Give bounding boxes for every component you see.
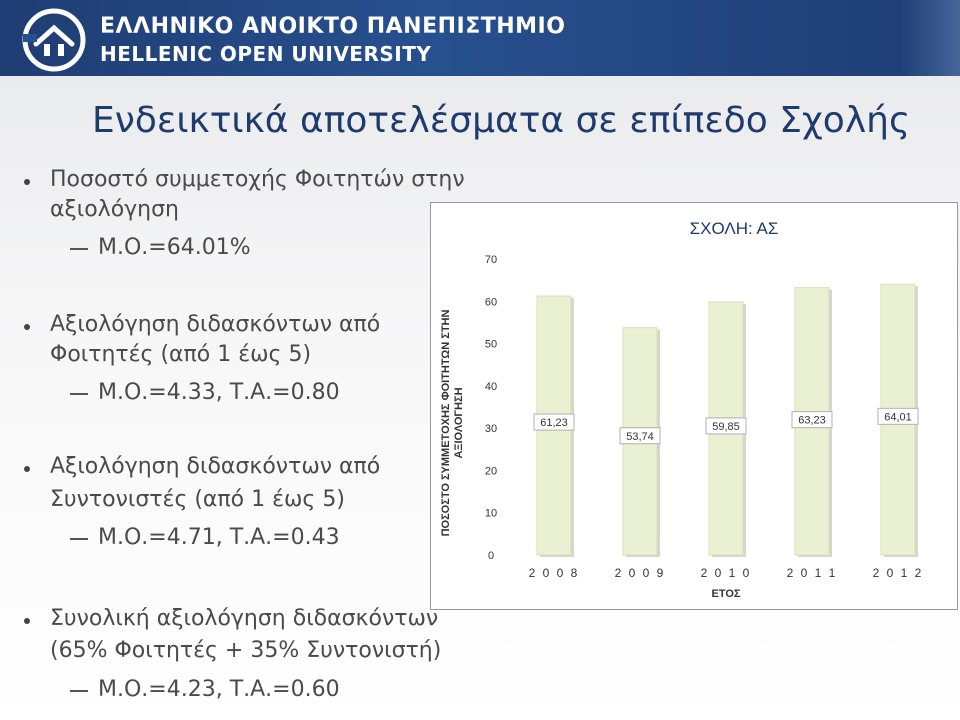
y-tick-label: 50 — [485, 339, 497, 351]
chart-container: ΣΧΟΛΗ: ΑΣ ΠΟΣΟΣΤΟ ΣΥΜΜΕΤΟΧΗΣ ΦΟΙΤΗΤΩΝ ΣΤ… — [430, 202, 958, 610]
sub-bullet-text: Μ.Ο.=4.71, Τ.Α.=0.43 — [98, 525, 340, 550]
sub-bullet-text: Μ.Ο.=64.01% — [98, 235, 251, 260]
chart-title: ΣΧΟΛΗ: ΑΣ — [689, 219, 779, 238]
y-tick-label: 40 — [485, 381, 497, 393]
bullet-text-line: Συντονιστές (από 1 έως 5) — [50, 487, 345, 512]
bullet-text-line: Συνολική αξιολόγηση διδασκόντων — [50, 606, 439, 631]
sub-bullet-dash — [70, 393, 88, 395]
bullet-dot — [24, 324, 30, 330]
bullet-dot — [24, 618, 30, 624]
university-logo-icon — [22, 8, 86, 72]
y-tick-label: 30 — [485, 423, 497, 435]
sub-bullet-dash — [70, 538, 88, 540]
bullet-text-line: Αξιολόγηση διδασκόντων από — [50, 454, 381, 479]
sub-bullet-text: Μ.Ο.=4.33, Τ.Α.=0.80 — [98, 380, 340, 405]
slide-title: Ενδεικτικά αποτελέσματα σε επίπεδο Σχολή… — [92, 100, 911, 141]
sub-bullet-dash — [70, 690, 88, 692]
data-label: 63,23 — [798, 415, 826, 427]
header-decoration — [900, 0, 960, 76]
bullet-text-line: αξιολόγηση — [50, 197, 180, 222]
y-tick-label: 60 — [485, 296, 497, 308]
x-tick-label: 2 0 1 1 — [787, 566, 838, 580]
sub-bullet-text: Μ.Ο.=4.23, Τ.Α.=0.60 — [98, 677, 340, 702]
x-tick-label: 2 0 1 2 — [873, 566, 924, 580]
data-label: 64,01 — [884, 411, 912, 423]
bullet-text-line: (65% Φοιτητές + 35% Συντονιστή) — [50, 638, 442, 663]
data-label-box — [533, 413, 575, 431]
university-name-greek: ΕΛΛΗΝΙΚΟ ΑΝΟΙΚΤΟ ΠΑΝΕΠΙΣΤΗΜΙΟ — [100, 14, 566, 39]
y-tick-label: 20 — [485, 465, 497, 477]
bullet-text-line: Ποσοστό συμμετοχής Φοιτητών στην — [50, 167, 465, 192]
y-tick-label: 10 — [485, 508, 497, 520]
data-label-box — [877, 407, 919, 425]
bullet-text-line: Φοιτητές (από 1 έως 5) — [50, 342, 312, 367]
bar-chart-plot: 0 10 20 30 40 50 60 70 61,23 2 0 0 8 53,74 2 0 0 9 5… — [485, 254, 924, 600]
bullet-dot — [24, 466, 30, 472]
sub-bullet-dash — [70, 248, 88, 250]
x-tick-label: 2 0 0 9 — [615, 566, 666, 580]
data-label: 59,85 — [712, 421, 740, 433]
data-label-box — [705, 417, 747, 435]
bullet-text-line: Αξιολόγηση διδασκόντων από — [50, 312, 381, 337]
x-tick-label: 2 0 0 8 — [529, 566, 580, 580]
university-name-english: HELLENIC OPEN UNIVERSITY — [100, 42, 432, 66]
y-tick-label: 70 — [485, 254, 497, 266]
y-tick-label: 0 — [488, 550, 494, 562]
data-label-box — [619, 427, 661, 445]
data-label: 61,23 — [540, 417, 568, 429]
x-tick-label: 2 0 1 0 — [701, 566, 752, 580]
x-axis-label: ΕΤΟΣ — [711, 588, 740, 600]
header-banner: ΕΛΛΗΝΙΚΟ ΑΝΟΙΚΤΟ ΠΑΝΕΠΙΣΤΗΜΙΟ HELLENIC O… — [0, 0, 960, 76]
data-label-box — [791, 411, 833, 429]
bullet-dot — [24, 179, 30, 185]
data-label: 53,74 — [626, 431, 654, 443]
